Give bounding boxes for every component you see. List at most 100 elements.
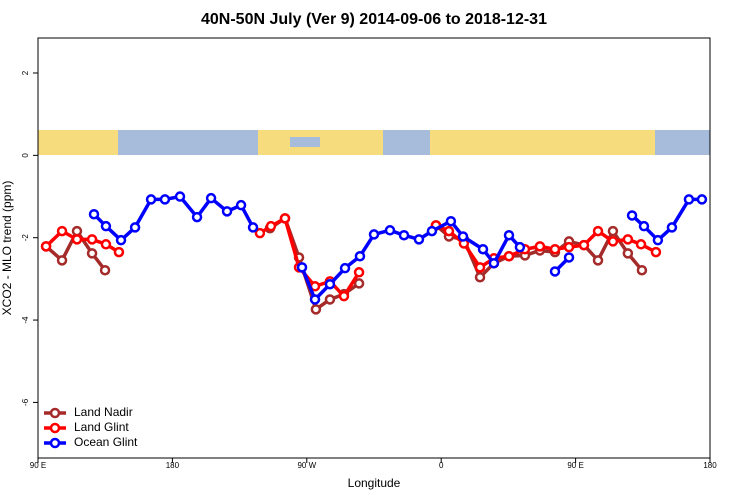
point [174,191,186,202]
x-tick-label: 90 E [567,461,583,470]
point [339,262,351,274]
point [221,206,233,217]
point [265,220,277,232]
point [652,234,664,246]
point [368,229,380,240]
point [129,222,141,233]
point [296,262,308,273]
y-axis-label: XCO2 - MLO trend (ppm) [0,181,14,316]
point [113,246,125,258]
legend-marker [49,407,61,419]
point [503,229,515,241]
line [435,223,657,270]
point [534,241,546,252]
map-strip [38,130,710,155]
point [254,227,266,239]
land-strip [430,130,655,155]
point [514,241,526,253]
x-axis-label: Longitude [348,476,401,490]
point [279,213,291,224]
point [592,225,604,237]
land-strip [38,130,118,155]
line [92,194,255,242]
plot-frame [37,37,711,459]
point [310,304,322,315]
y-tick-label: 2 [21,70,30,75]
point [353,278,365,289]
point [398,229,410,241]
y-tick-label: -6 [21,398,30,406]
legend-label: Land Nadir [74,405,133,419]
legend-label: Ocean Glint [74,435,138,449]
x-tick-label: 180 [703,461,717,470]
point [426,225,438,237]
point [443,225,455,237]
point [666,222,678,233]
point [683,194,695,205]
point [650,246,662,258]
point [235,199,247,211]
series [88,191,708,305]
y-tick-label: -4 [21,316,30,324]
point [205,192,217,204]
point [338,290,350,302]
point [503,250,515,262]
point [100,220,112,232]
point [578,239,590,251]
point [353,267,365,278]
point [696,194,708,205]
point [622,234,634,245]
point [40,241,52,252]
point [384,225,396,236]
point [324,278,336,290]
point [592,255,604,266]
point [563,241,575,253]
point [635,239,647,250]
point [191,211,203,223]
point [636,264,648,276]
point [88,208,100,220]
legend-marker [49,422,61,434]
point [457,231,469,242]
x-tick-label: 0 [439,461,444,470]
point [607,225,619,237]
point [549,243,561,255]
point [563,252,575,263]
x-tick-label: 90 W [297,461,316,470]
point [71,225,83,237]
point [86,248,98,259]
point [638,220,650,232]
point [56,225,68,237]
legend-label: Land Glint [74,420,129,434]
line [300,219,522,302]
x-tick-label: 90 E [30,461,46,470]
point [474,271,486,283]
chart-title: 40N-50N July (Ver 9) 2014-09-06 to 2018-… [201,11,547,28]
point [71,234,83,245]
x-tick-label: 180 [166,461,180,470]
point [145,194,157,205]
point [626,210,638,221]
lake-strip [290,137,320,147]
point [86,234,98,245]
point [309,294,321,305]
point [607,236,619,247]
series [40,213,662,302]
y-tick-label: -2 [21,234,30,242]
point [445,215,457,227]
point [100,239,112,250]
point [477,243,489,255]
land-strip [258,130,383,155]
point [354,250,366,262]
point [474,262,486,273]
point [56,255,68,266]
point [413,234,425,245]
point [99,264,111,276]
point [549,266,561,277]
point [324,294,336,305]
point [159,194,171,205]
point [247,222,259,233]
